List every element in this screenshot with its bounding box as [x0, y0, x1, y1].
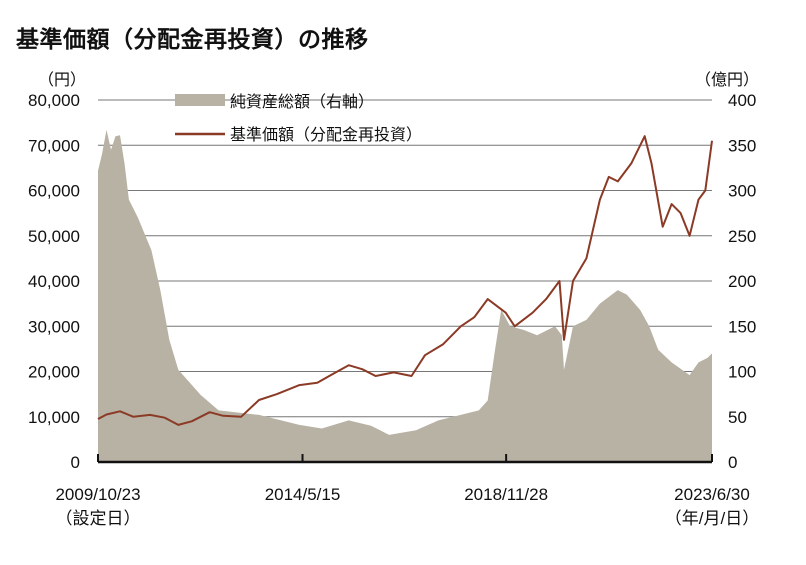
legend-label-net-assets: 純資産総額（右軸）: [230, 93, 374, 111]
left-axis-unit: （円）: [38, 71, 86, 89]
chart-title: 基準価額（分配金再投資）の推移: [16, 26, 369, 52]
right-tick-label: 250: [728, 227, 756, 246]
net-assets-area: [98, 129, 712, 462]
left-tick-label: 0: [71, 453, 80, 472]
x-tick-label: 2023/6/30: [674, 485, 750, 504]
left-tick-label: 40,000: [28, 272, 80, 291]
right-tick-label: 150: [728, 317, 756, 336]
left-tick-label: 60,000: [28, 182, 80, 201]
right-tick-label: 200: [728, 272, 756, 291]
right-tick-label: 0: [728, 453, 737, 472]
right-tick-label: 400: [728, 91, 756, 110]
right-tick-label: 100: [728, 363, 756, 382]
nav-line: [97, 135, 713, 426]
left-tick-label: 70,000: [28, 136, 80, 155]
right-tick-label: 350: [728, 136, 756, 155]
left-tick-label: 50,000: [28, 227, 80, 246]
x-tick-label: 2018/11/28: [464, 485, 548, 504]
left-tick-label: 80,000: [28, 91, 80, 110]
legend-swatch-area: [175, 94, 225, 106]
right-axis-unit: （億円）: [695, 71, 759, 89]
x-tick-label: 2014/5/15: [265, 485, 341, 504]
x-tick-sublabel: （年/月/日）: [665, 509, 759, 528]
right-tick-label: 300: [728, 182, 756, 201]
left-tick-label: 30,000: [28, 317, 80, 336]
right-tick-label: 50: [728, 408, 747, 427]
x-tick-sublabel: （設定日）: [56, 509, 141, 528]
legend-label-nav: 基準価額（分配金再投資）: [230, 126, 422, 144]
left-tick-label: 20,000: [28, 363, 80, 382]
x-tick-label: 2009/10/23: [55, 485, 140, 504]
left-tick-label: 10,000: [28, 408, 80, 427]
legend: 純資産総額（右軸） 基準価額（分配金再投資）: [175, 93, 422, 144]
